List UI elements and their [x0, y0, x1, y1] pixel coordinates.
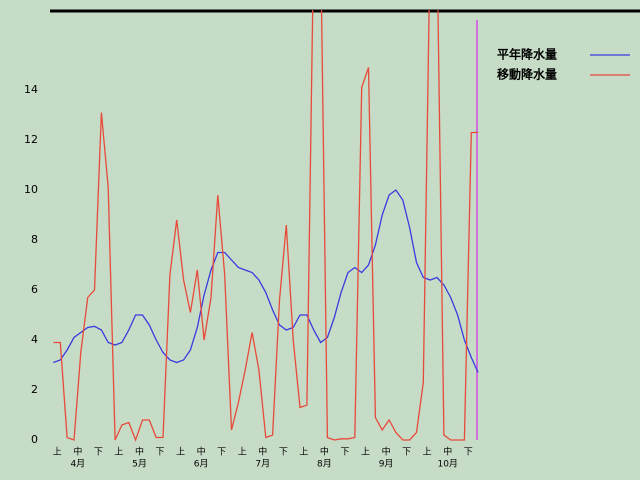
- x-tick-label: 中: [320, 446, 329, 458]
- x-tick-label: 上: [299, 447, 308, 458]
- x-tick-label: 下: [279, 448, 288, 458]
- month-label: 10月: [437, 459, 457, 470]
- y-tick-label: 8: [31, 233, 38, 246]
- x-tick-label: 下: [402, 448, 411, 458]
- x-tick-label: 上: [176, 447, 185, 458]
- month-label: 8月: [317, 459, 332, 470]
- x-tick-label: 上: [238, 447, 247, 458]
- x-tick-label: 上: [423, 447, 432, 458]
- x-tick-label: 中: [382, 446, 391, 458]
- month-label: 5月: [132, 459, 147, 470]
- series-line: [53, 189, 479, 373]
- x-tick-label: 下: [217, 448, 226, 458]
- x-tick-label: 下: [94, 448, 103, 458]
- x-tick-label: 下: [464, 448, 473, 458]
- month-label: 6月: [194, 459, 209, 470]
- y-tick-label: 6: [31, 283, 38, 296]
- x-tick-label: 下: [156, 448, 165, 458]
- x-tick-label: 上: [53, 447, 62, 458]
- x-tick-label: 中: [73, 446, 82, 458]
- x-tick-label: 中: [443, 446, 452, 458]
- legend-label: 平年降水量: [497, 47, 557, 62]
- y-tick-label: 2: [31, 383, 38, 396]
- x-tick-label: 中: [258, 446, 267, 458]
- y-tick-label: 12: [24, 133, 38, 146]
- y-tick-label: 0: [31, 433, 38, 446]
- plot-area: [53, 10, 479, 442]
- y-tick-label: 10: [24, 183, 38, 196]
- x-tick-label: 下: [340, 448, 349, 458]
- month-label: 7月: [255, 459, 270, 470]
- legend-label: 移動降水量: [497, 67, 557, 82]
- x-tick-label: 上: [114, 447, 123, 458]
- x-tick-label: 上: [361, 447, 370, 458]
- month-label: 4月: [70, 459, 85, 470]
- x-tick-label: 中: [197, 446, 206, 458]
- y-tick-label: 4: [31, 333, 38, 346]
- month-label: 9月: [379, 459, 394, 470]
- x-tick-label: 中: [135, 446, 144, 458]
- y-tick-label: 14: [24, 83, 38, 96]
- series-line: [53, 10, 479, 442]
